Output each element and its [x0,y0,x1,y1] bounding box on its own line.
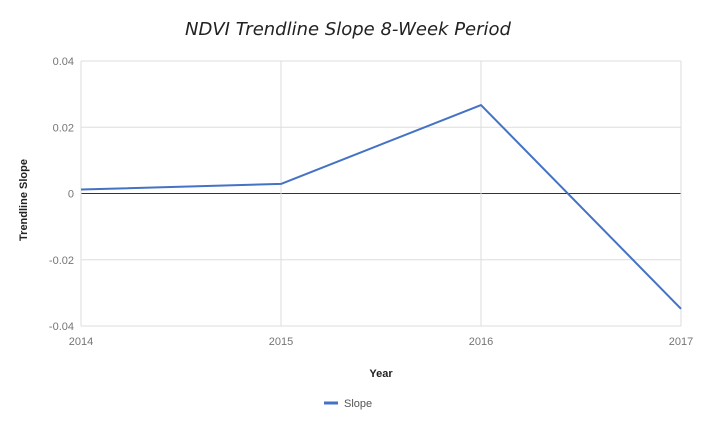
grid [80,60,682,327]
x-axis-title: Year [369,368,393,380]
x-tick-label: 2016 [469,336,493,348]
y-tick-label: 0 [68,189,74,201]
x-tick-label: 2017 [669,336,693,348]
tick-labels: 0.04 0.02 0 -0.02 -0.04 2014 2015 2016 2017 [49,56,693,348]
legend: Slope [324,398,372,410]
y-tick-label: -0.02 [49,255,74,267]
y-axis-title: Trendline Slope [18,159,30,241]
y-tick-label: 0.04 [53,56,74,68]
series-line-slope [80,104,682,310]
series-layer [80,104,682,310]
legend-label: Slope [344,398,372,410]
chart-title: NDVI Trendline Slope 8-Week Period [185,19,512,40]
y-tick-label: -0.04 [49,321,74,333]
x-tick-label: 2015 [269,336,293,348]
y-tick-label: 0.02 [53,122,74,134]
x-tick-label: 2014 [69,336,93,348]
